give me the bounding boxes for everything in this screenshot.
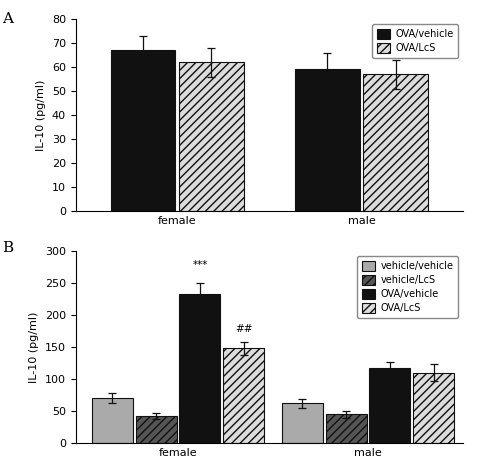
Legend: vehicle/vehicle, vehicle/LcS, OVA/vehicle, OVA/LcS: vehicle/vehicle, vehicle/LcS, OVA/vehicl…: [357, 256, 458, 318]
Bar: [136, 416, 176, 443]
Y-axis label: IL-10 (pg/ml): IL-10 (pg/ml): [36, 79, 46, 151]
Text: ##: ##: [235, 324, 252, 334]
Text: ***: ***: [192, 260, 207, 270]
Y-axis label: IL-10 (pg/ml): IL-10 (pg/ml): [29, 311, 39, 383]
Bar: [295, 70, 360, 211]
Bar: [92, 398, 133, 443]
Bar: [223, 348, 264, 443]
Bar: [369, 368, 411, 443]
Bar: [363, 74, 428, 211]
Bar: [326, 414, 367, 443]
Text: B: B: [2, 241, 13, 255]
Legend: OVA/vehicle, OVA/LcS: OVA/vehicle, OVA/LcS: [372, 24, 458, 58]
Bar: [179, 62, 244, 211]
Bar: [413, 373, 454, 443]
Bar: [180, 295, 220, 443]
Bar: [282, 403, 323, 443]
Text: A: A: [2, 12, 13, 26]
Bar: [111, 50, 175, 211]
